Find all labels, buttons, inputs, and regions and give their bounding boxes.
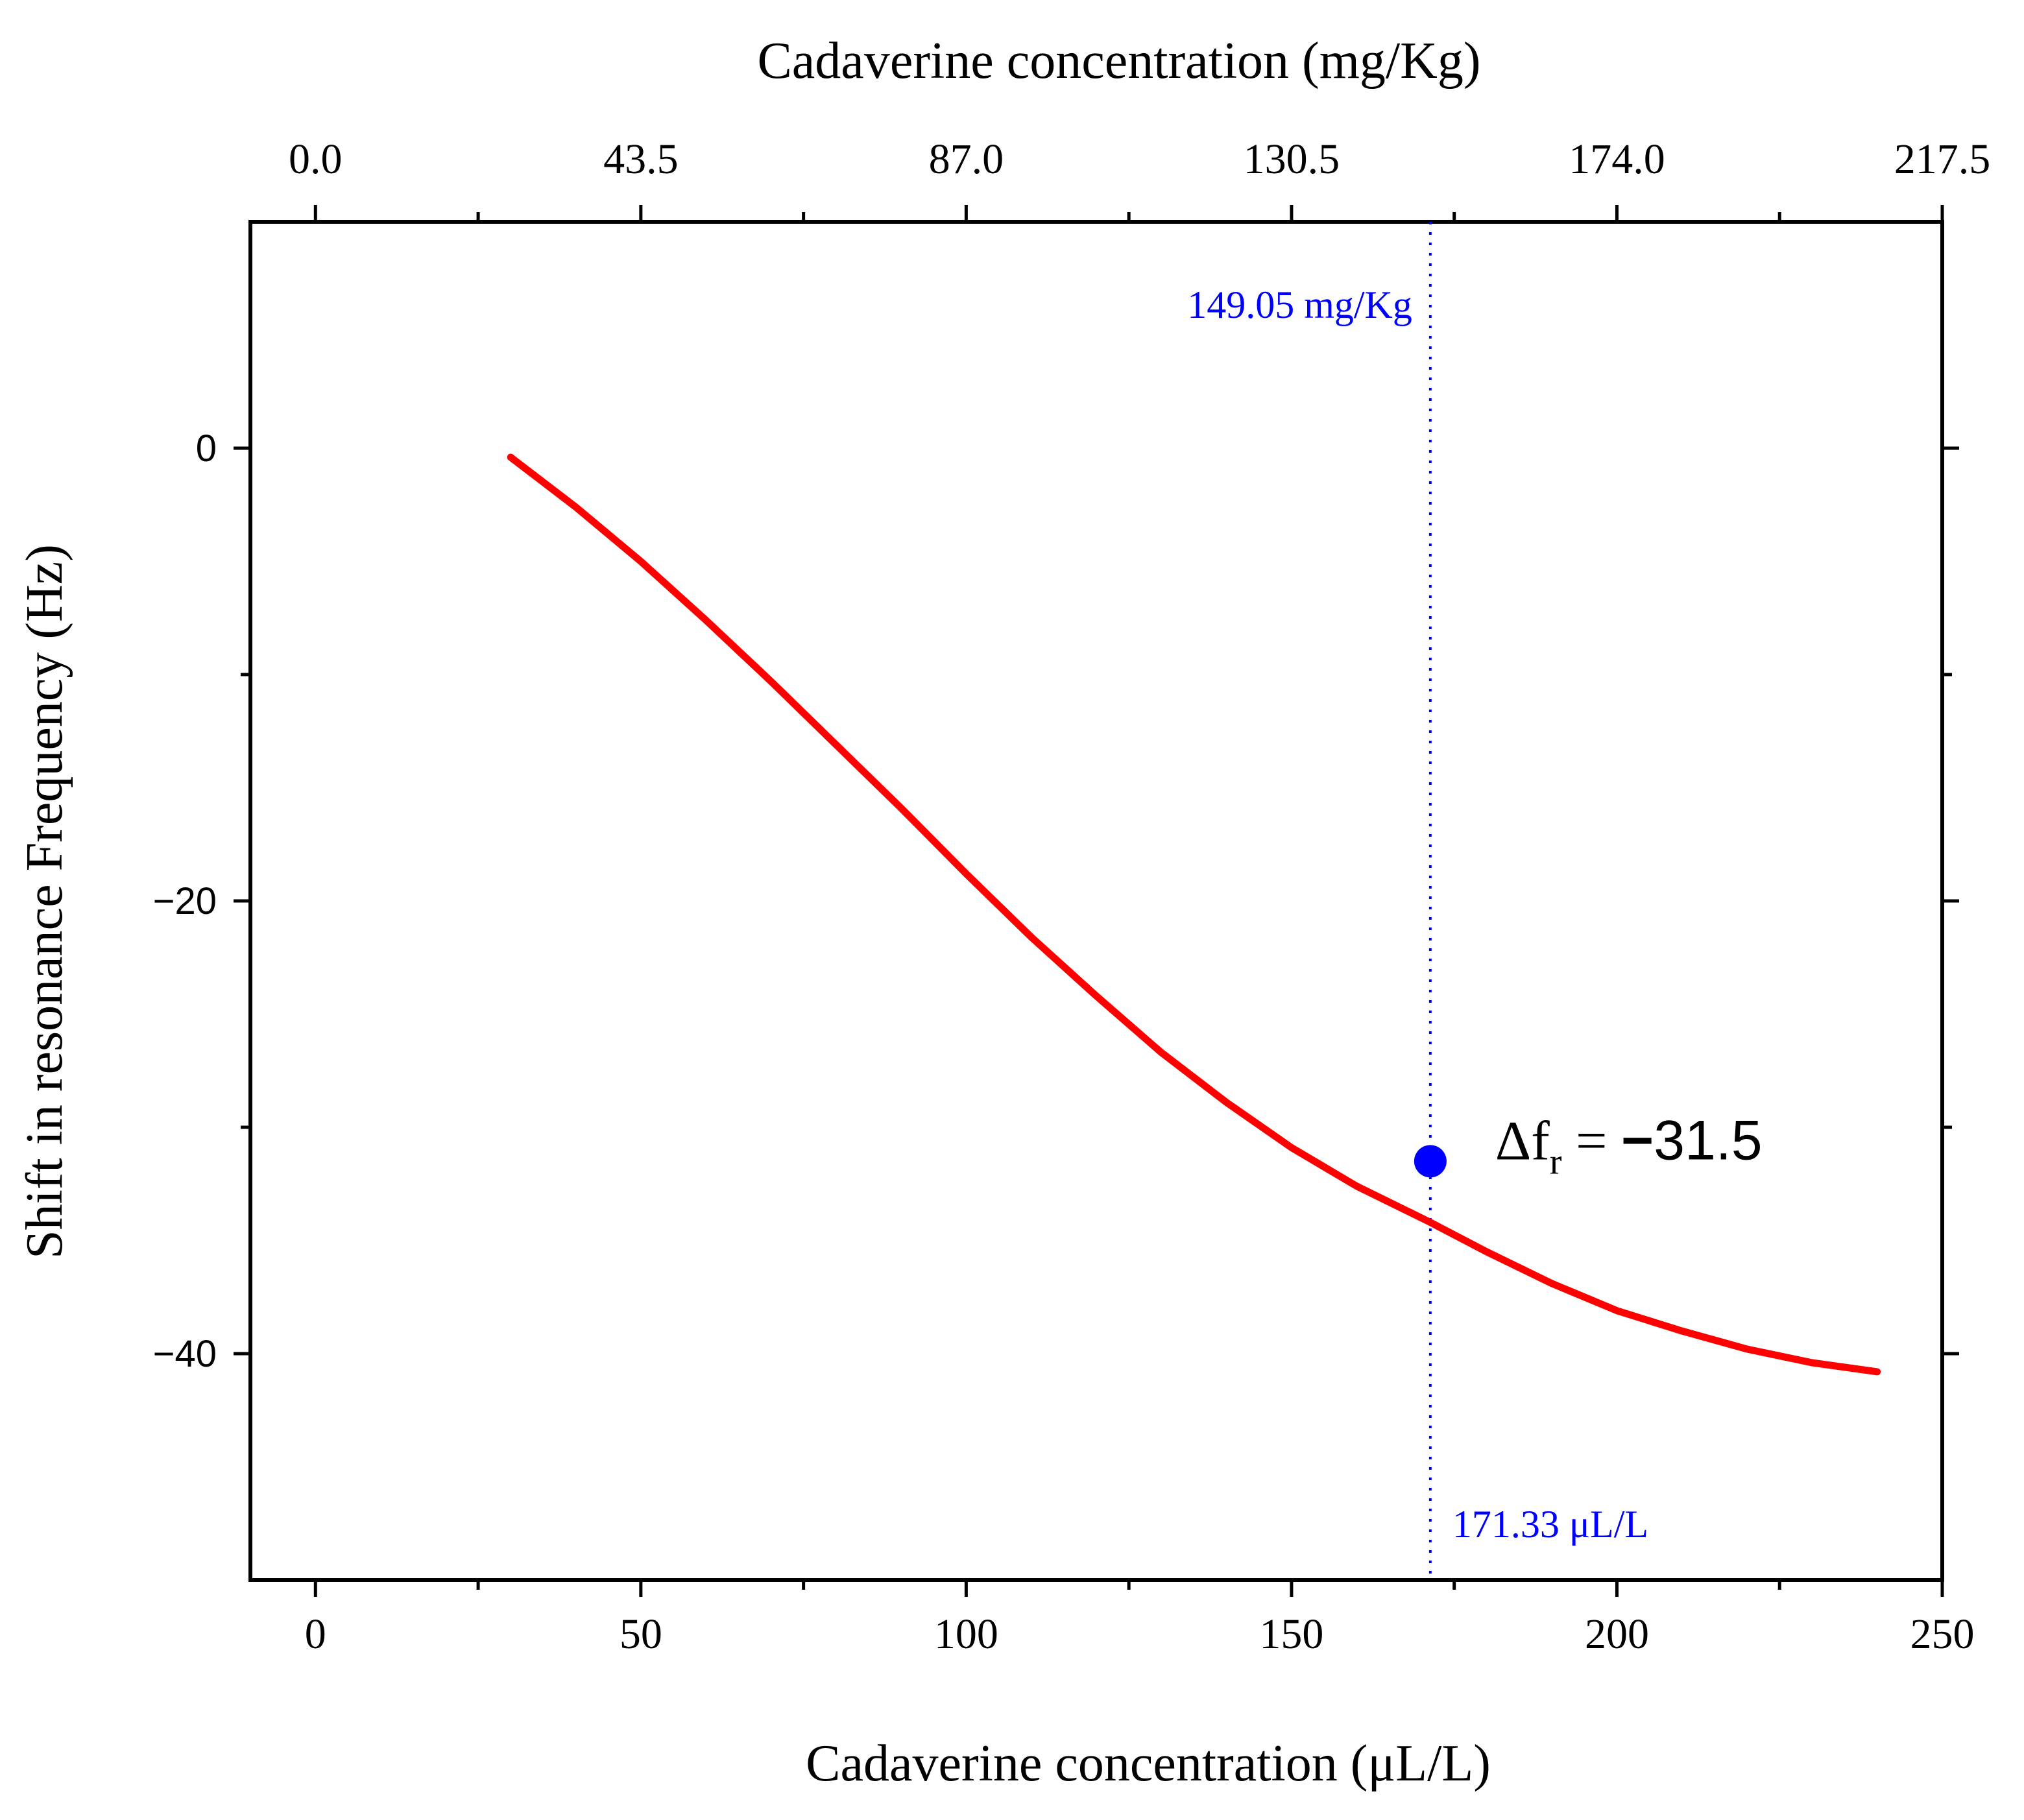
x-axis-title: Cadaverine concentration (μL/L): [806, 1735, 1491, 1792]
x-tick-label: 50: [620, 1610, 662, 1658]
x-tick-label: 0: [305, 1610, 326, 1658]
x-tick-label: 200: [1585, 1610, 1649, 1658]
x2-tick-label: 130.5: [1244, 136, 1340, 183]
x2-tick-label: 43.5: [603, 136, 679, 183]
y-axis-title: Shift in resonance Frequency (Hz): [16, 544, 73, 1259]
x-tick-label: 150: [1259, 1610, 1323, 1658]
annotation-value: 31.5: [1654, 1109, 1762, 1171]
marker-point: [1414, 1145, 1447, 1178]
plot-frame: [248, 220, 1944, 1582]
x2-tick-label: 174.0: [1569, 136, 1665, 183]
x-tick-label: 250: [1910, 1610, 1975, 1658]
x-tick-label: 100: [934, 1610, 998, 1658]
x-axis-ticks: 0 50 100 150 200 250: [305, 1580, 1975, 1658]
series-line-fit: [507, 453, 1881, 1376]
y-tick-label: −20: [153, 880, 217, 922]
annotation-equals: =: [1561, 1109, 1621, 1171]
reference-label-bottom: 171.33 μL/L: [1452, 1503, 1648, 1546]
reference-label-top: 149.05 mg/Kg: [1187, 283, 1412, 326]
x2-tick-label: 217.5: [1894, 136, 1991, 183]
x2-tick-label: 87.0: [929, 136, 1004, 183]
x2-axis-title: Cadaverine concentration (mg/Kg): [757, 32, 1480, 90]
y-axis-ticks: 0 −20 −40: [153, 427, 1959, 1375]
annotation-subscript: r: [1550, 1142, 1562, 1182]
annotation-delta-f: Δf: [1495, 1109, 1550, 1171]
x2-axis-ticks: 0.0 43.5 87.0 130.5 174.0 217.5: [289, 136, 1990, 222]
y-tick-label: 0: [196, 427, 217, 470]
marker-annotation: Δfr = −31.5: [1495, 1109, 1763, 1182]
annotation-minus: −: [1621, 1109, 1654, 1171]
x2-tick-label: 0.0: [289, 136, 343, 183]
y-tick-label: −40: [153, 1333, 217, 1375]
